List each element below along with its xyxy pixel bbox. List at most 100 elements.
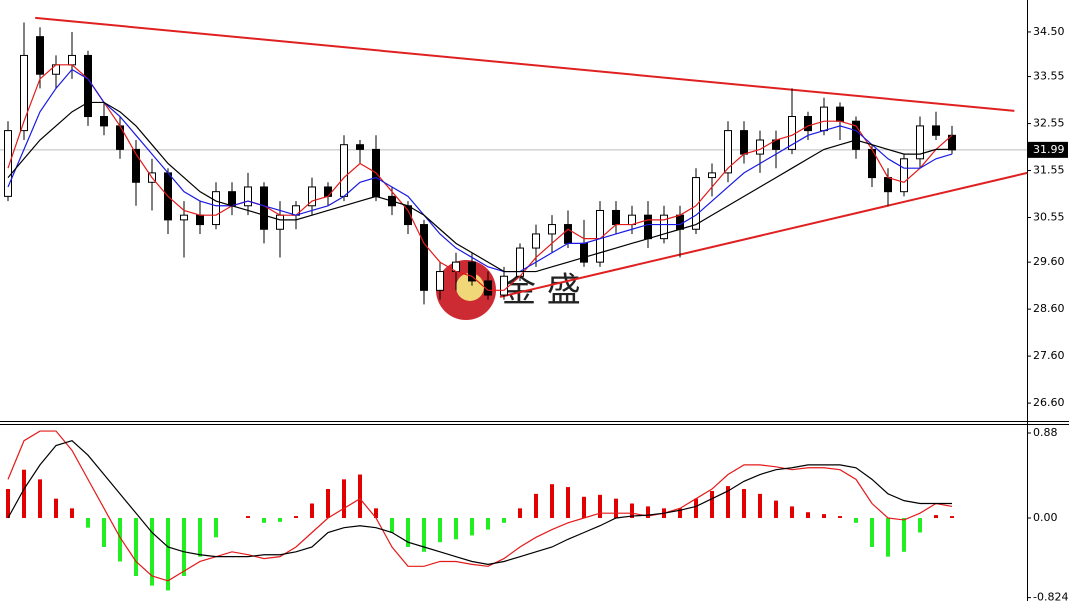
candle-body	[676, 214, 684, 230]
y-tick-label: 29.60	[1033, 255, 1065, 268]
candle-body	[916, 125, 924, 160]
last-price-label: 31.99	[1033, 143, 1065, 156]
y-tick-label: 31.55	[1033, 164, 1065, 177]
candle-body	[180, 214, 188, 221]
histogram-bar	[454, 518, 458, 540]
candle-body	[532, 233, 540, 249]
candle-body	[132, 148, 140, 183]
candle-body	[692, 177, 700, 230]
histogram-bar	[326, 489, 330, 519]
histogram-bar	[374, 508, 378, 519]
watermark: 金 盛	[502, 271, 581, 311]
candle-body	[468, 261, 476, 282]
histogram-bar	[422, 518, 426, 552]
histogram-bar	[598, 494, 602, 519]
candle-body	[628, 214, 636, 226]
histogram-bar	[854, 518, 858, 523]
histogram-bar	[246, 516, 250, 519]
candle-body	[580, 242, 588, 263]
histogram-bar	[102, 518, 106, 547]
indicator-line	[7, 68, 953, 273]
histogram-bar	[278, 518, 282, 522]
candle-body	[708, 172, 716, 179]
candle-body	[884, 177, 892, 193]
histogram-bar	[582, 496, 586, 519]
y-tick-label: 28.60	[1033, 302, 1065, 315]
indicator-line	[7, 430, 953, 582]
candle-body	[340, 144, 348, 197]
histogram-bar	[214, 518, 218, 538]
y-tick-label: 34.50	[1033, 25, 1065, 38]
histogram-bar	[630, 503, 634, 519]
histogram-bar	[6, 489, 10, 519]
y-tick-label: -0.824	[1033, 591, 1068, 601]
candle-body	[420, 224, 428, 291]
candle-body	[324, 186, 332, 197]
histogram-bar	[70, 508, 74, 519]
histogram-bar	[150, 518, 154, 586]
candle-body	[20, 54, 28, 132]
histogram-bar	[806, 512, 810, 519]
candle-body	[212, 191, 220, 226]
candle-body	[68, 54, 76, 66]
candle-body	[852, 120, 860, 150]
histogram-bar	[550, 484, 554, 519]
candle-body	[36, 36, 44, 75]
y-tick-label: 32.55	[1033, 117, 1065, 130]
histogram-bar	[502, 518, 506, 523]
candle-body	[740, 130, 748, 155]
candle-body	[724, 130, 732, 174]
histogram-bar	[118, 518, 122, 562]
candle-body	[820, 106, 828, 132]
histogram-bar	[54, 498, 58, 519]
histogram-bar	[470, 518, 474, 536]
candle-body	[260, 186, 268, 230]
indicator-line	[7, 64, 953, 291]
indicator-line	[7, 101, 952, 273]
histogram-bar	[790, 506, 794, 519]
candle-body	[804, 116, 812, 132]
histogram-bar	[774, 500, 778, 519]
histogram-bar	[710, 490, 714, 519]
histogram-bar	[198, 518, 202, 557]
candle-body	[228, 191, 236, 207]
histogram-bar	[182, 518, 186, 576]
histogram-bar	[678, 508, 682, 519]
trendline	[499, 171, 1028, 298]
histogram-bar	[390, 518, 394, 533]
histogram-bar	[726, 486, 730, 519]
candle-body	[84, 54, 92, 118]
candle-body	[308, 186, 316, 207]
candle-body	[660, 214, 668, 240]
histogram-bar	[534, 493, 538, 519]
candle-body	[644, 214, 652, 240]
histogram-bar	[742, 489, 746, 519]
candle-body	[900, 158, 908, 193]
histogram-bar	[614, 498, 618, 519]
candle-body	[4, 130, 12, 197]
candle-body	[244, 186, 252, 207]
candle-body	[276, 214, 284, 230]
histogram-bar	[406, 518, 410, 547]
histogram-bar	[838, 516, 842, 519]
y-tick-label: 27.60	[1033, 349, 1065, 362]
candle-body	[932, 125, 940, 136]
histogram-bar	[166, 518, 170, 591]
candle-body	[836, 106, 844, 122]
histogram-bar	[86, 518, 90, 528]
candle-body	[436, 271, 444, 291]
histogram-bar	[134, 518, 138, 576]
histogram-bar	[358, 474, 362, 519]
y-tick-label: 33.55	[1033, 70, 1065, 83]
histogram-bar	[294, 516, 298, 519]
histogram-bar	[342, 479, 346, 519]
candle-body	[564, 224, 572, 244]
histogram-bar	[886, 518, 890, 557]
histogram-bar	[694, 498, 698, 519]
candle-body	[356, 144, 364, 150]
histogram-bar	[38, 479, 42, 519]
indicator-line	[7, 440, 952, 565]
trendline	[35, 16, 1015, 112]
histogram-bar	[758, 493, 762, 519]
candle-body	[196, 214, 204, 226]
